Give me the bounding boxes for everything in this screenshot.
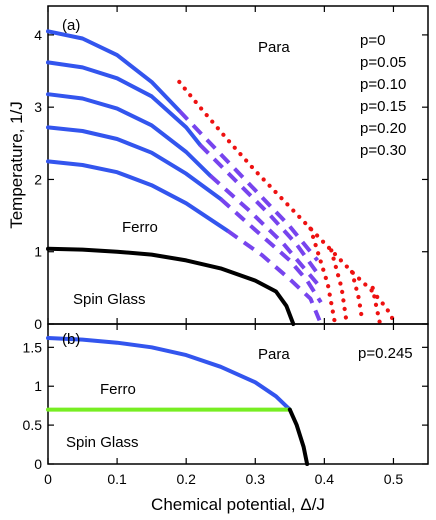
panel-a-series-6-dashed <box>198 143 320 275</box>
panel-a-series-10-dotted <box>177 79 396 323</box>
panel-b-x-tick-label-1: 0.1 <box>107 471 127 487</box>
panel-b-y-tick-label-1: 0.5 <box>23 417 43 433</box>
panel-a-series-4-solid <box>46 159 230 233</box>
panel-a-y-tick-label-2: 2 <box>34 171 42 187</box>
panel-a-spin-glass-label: Spin Glass <box>73 291 146 308</box>
legend-entry-p0: p=0 <box>360 32 385 49</box>
panel-a-series-0-solid <box>46 29 182 113</box>
panel-a-series-8-dashed <box>219 197 323 304</box>
panel-b-x-tick-label-0: 0 <box>44 471 52 487</box>
panel-b-x-tick-label-5: 0.5 <box>384 471 404 487</box>
panel-b-series <box>46 336 310 466</box>
panel-b-y-tick-label-3: 1.5 <box>23 339 43 355</box>
panel-a-y-tick-label-1: 1 <box>34 244 42 260</box>
panel-b-x-tick-label-2: 0.2 <box>176 471 196 487</box>
x-axis-title: Chemical potential, Δ/J <box>151 495 325 514</box>
panel-b-series-2-solid <box>287 407 310 466</box>
panel-b-y-tick-label-0: 0 <box>34 456 42 472</box>
y-axis-title: Temperature, 1/J <box>7 101 26 229</box>
panel-b-label: (b) <box>62 331 80 348</box>
panel-b-x-tick-label-4: 0.4 <box>315 471 335 487</box>
panel-b-ticks: 0 0.5 1 1.5 0 0.1 0.2 0.3 0.4 0.5 <box>23 324 428 487</box>
legend-entry-p030: p=0.30 <box>360 142 406 159</box>
panel-a-series-13-dotted <box>329 248 349 324</box>
panel-a-y-tick-label-0: 0 <box>34 316 42 332</box>
panel-b-x-tick-label-3: 0.3 <box>246 471 266 487</box>
panel-a-series-1-solid <box>46 60 202 147</box>
panel-a-label: (a) <box>62 17 80 34</box>
panel-a-ferro-label: Ferro <box>122 219 158 236</box>
legend-entry-p020: p=0.20 <box>360 120 406 137</box>
panel-b: 00.511.50 0.1 0.2 0.3 0.4 0.5 (b) Para Ferro … <box>23 323 429 487</box>
panel-a-series-5-dashed <box>177 109 320 262</box>
panel-b-para-label: Para <box>258 346 290 363</box>
panel-b-frame <box>47 323 429 465</box>
panel-b-legend: p=0.245 <box>358 345 413 362</box>
panel-a-para-label: Para <box>258 39 290 56</box>
panel-a-legend: p=0 p=0.05 p=0.10 p=0.15 p=0.20 p=0.30 <box>360 32 406 159</box>
legend-entry-p005: p=0.05 <box>360 54 406 71</box>
panel-a-series-15-solid <box>46 246 296 326</box>
panel-a-series-11-dotted <box>370 285 382 324</box>
panel-a-series-3-solid <box>46 125 223 201</box>
panel-a: 0 1 2 3 4 (a) Para Ferro Spin Glass p=0 p=0.… <box>34 5 429 332</box>
panel-a-ticks: 0 1 2 3 4 <box>34 6 428 332</box>
panel-a-y-tick-label-4: 4 <box>34 27 42 43</box>
panel-a-series-2-solid <box>46 92 213 178</box>
panel-b-ferro-label: Ferro <box>100 381 136 398</box>
panel-a-series-12-dotted <box>349 269 365 324</box>
panel-b-y-tick-label-2: 1 <box>34 378 42 394</box>
legend-entry-p010: p=0.10 <box>360 76 406 93</box>
legend-entry-p015: p=0.15 <box>360 98 406 115</box>
panel-a-y-tick-label-3: 3 <box>34 99 42 115</box>
panel-a-series-14-dotted <box>308 226 337 324</box>
panel-a-series <box>46 29 396 326</box>
panel-a-series-9-dashed <box>226 229 322 322</box>
panel-b-spin-glass-label: Spin Glass <box>66 434 139 451</box>
panel-b-series-0-solid <box>46 336 292 412</box>
